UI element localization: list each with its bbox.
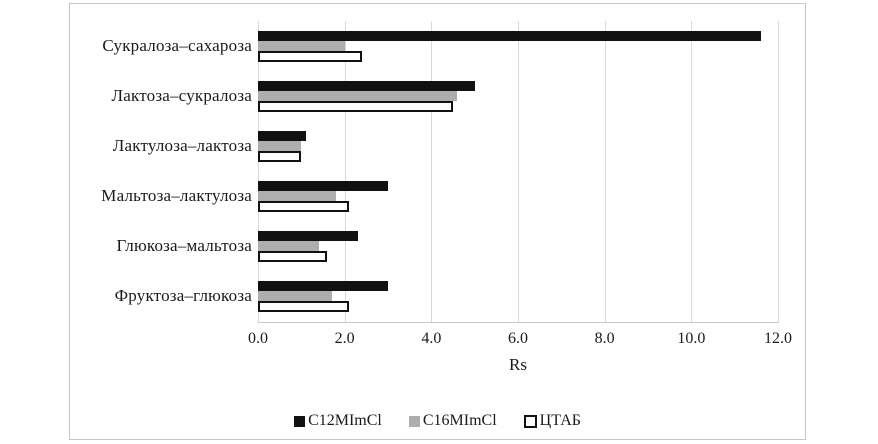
bar-C16MImCl	[258, 140, 302, 151]
x-tick-label: 0.0	[248, 330, 268, 347]
legend: C12MImCl C16MImCl ЦТАБ	[70, 409, 805, 433]
bar-C16MImCl	[258, 240, 319, 251]
bar-group	[258, 121, 778, 171]
legend-item: ЦТАБ	[523, 412, 581, 430]
category-label: Глюкоза–мальтоза	[116, 236, 252, 255]
x-axis-ticks: 0.0 2.0 4.0 6.0 8.0 10.0 12.0	[70, 330, 805, 350]
legend-label: C16MImCl	[422, 412, 497, 429]
bar-group	[258, 21, 778, 71]
gridline	[518, 21, 519, 322]
bar-ЦТАБ	[258, 250, 328, 262]
x-axis-title: Rs	[509, 355, 527, 374]
x-tick-label: 6.0	[508, 330, 528, 347]
legend-item: C16MImCl	[408, 412, 497, 430]
legend-label: C12MImCl	[308, 412, 382, 429]
category-labels: Сукралоза–сахароза Лактоза–сукралоза Лакту…	[76, 21, 252, 322]
gridline	[691, 21, 693, 322]
category-label: Сукралоза–сахароза	[102, 36, 252, 55]
bar-C16MImCl	[258, 90, 458, 101]
plot-area	[258, 21, 779, 322]
bar-group	[258, 71, 778, 121]
gridline	[604, 21, 606, 322]
gridline	[431, 21, 433, 322]
legend-label: ЦТАБ	[539, 412, 581, 429]
bar-ЦТАБ	[258, 50, 362, 62]
bar-ЦТАБ	[258, 300, 349, 312]
bar-group	[258, 171, 778, 221]
category-label: Мальтоза–лактулоза	[101, 186, 252, 205]
x-tick-label: 2.0	[334, 330, 355, 347]
bar-C16MImCl	[258, 290, 332, 301]
gridline	[258, 21, 259, 322]
legend-swatch-icon	[408, 415, 420, 427]
figure-border: Сукралоза–сахароза Лактоза–сукралоза Лакту…	[69, 3, 806, 440]
bar-group	[258, 271, 778, 321]
category-label: Лактулоза–лактоза	[112, 136, 252, 155]
bar-C12MImCl	[258, 230, 358, 241]
x-tick-label: 4.0	[421, 330, 442, 347]
bar-ЦТАБ	[258, 150, 302, 162]
bar-group	[258, 221, 778, 271]
legend-swatch-icon	[523, 414, 537, 428]
gridline	[344, 21, 346, 322]
bar-ЦТАБ	[258, 100, 453, 112]
bar-ЦТАБ	[258, 200, 349, 212]
legend-item: C12MImCl	[294, 412, 382, 430]
bar-C12MImCl	[258, 80, 475, 91]
x-tick-label: 8.0	[594, 330, 615, 347]
category-label: Фруктоза–глюкоза	[114, 286, 252, 305]
bar-C16MImCl	[258, 190, 336, 201]
legend-swatch-icon	[294, 415, 306, 427]
bar-C12MImCl	[258, 30, 761, 41]
category-label: Лактоза–сукралоза	[111, 86, 252, 105]
x-axis-line	[258, 322, 779, 323]
bar-C12MImCl	[258, 180, 388, 191]
x-tick-label: 10.0	[677, 330, 706, 347]
bar-C12MImCl	[258, 280, 388, 291]
gridline	[778, 21, 779, 322]
bar-C16MImCl	[258, 40, 345, 51]
bar-C12MImCl	[258, 130, 306, 141]
x-tick-label: 12.0	[764, 330, 792, 347]
